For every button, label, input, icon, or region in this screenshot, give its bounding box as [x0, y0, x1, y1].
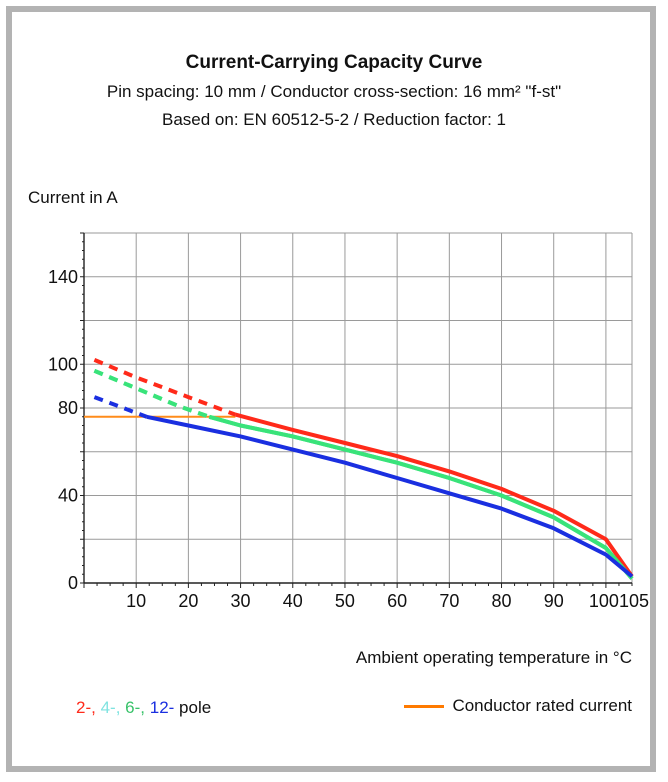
x-tick-label: 50: [335, 591, 355, 611]
chart-subtitle-2: Based on: EN 60512-5-2 / Reduction facto…: [162, 110, 506, 129]
x-tick-label: 60: [387, 591, 407, 611]
series-dashed-2: [93, 358, 237, 417]
x-tick-label: 10: [126, 591, 146, 611]
series-dashed-6: [93, 368, 210, 419]
x-tick-label: 90: [544, 591, 564, 611]
chart-frame: [6, 6, 656, 772]
y-tick-label: 140: [48, 267, 78, 287]
legend-pole-part: 6-: [125, 698, 141, 717]
x-tick-label: 20: [178, 591, 198, 611]
x-tick-label: 40: [283, 591, 303, 611]
legend-rated-swatch: [404, 704, 445, 708]
y-tick-label: 80: [58, 398, 78, 418]
x-tick-label: 30: [231, 591, 251, 611]
x-tick-label: 100: [589, 591, 619, 611]
legend-pole-part: ,: [140, 698, 150, 717]
y-tick-label: 100: [48, 354, 78, 374]
legend-pole-part: 2-: [76, 698, 92, 717]
series-dashed-12: [93, 395, 148, 419]
legend-pole-part: ,: [115, 698, 126, 717]
x-tick-label: 80: [492, 591, 512, 611]
series-line-4: [208, 414, 634, 580]
legend-pole-part: ,: [91, 698, 101, 717]
chart-subtitle-1: Pin spacing: 10 mm / Conductor cross-sec…: [106, 82, 562, 101]
legend-pole-part: 12-: [149, 698, 175, 717]
series-line-6: [208, 414, 634, 580]
x-tick-label: 70: [439, 591, 459, 611]
y-tick-label: 40: [58, 486, 78, 506]
legend-rated-label: Conductor rated current: [452, 696, 632, 715]
x-tick-label: 105: [619, 591, 649, 611]
y-tick-label: 0: [68, 573, 78, 593]
series-line-2: [234, 412, 634, 578]
series-line-12: [146, 414, 634, 578]
legend-rated-current: Conductor rated current: [404, 696, 632, 716]
chart-title: Current-Carrying Capacity Curve: [185, 52, 483, 73]
x-axis-label: Ambient operating temperature in °C: [355, 648, 632, 667]
y-axis-label: Current in A: [28, 188, 118, 207]
legend-pole-part: 4-: [100, 698, 116, 717]
legend-pole-part: pole: [174, 698, 212, 717]
legend-pole-count: 2-, 4-, 6-, 12- pole: [76, 698, 211, 718]
